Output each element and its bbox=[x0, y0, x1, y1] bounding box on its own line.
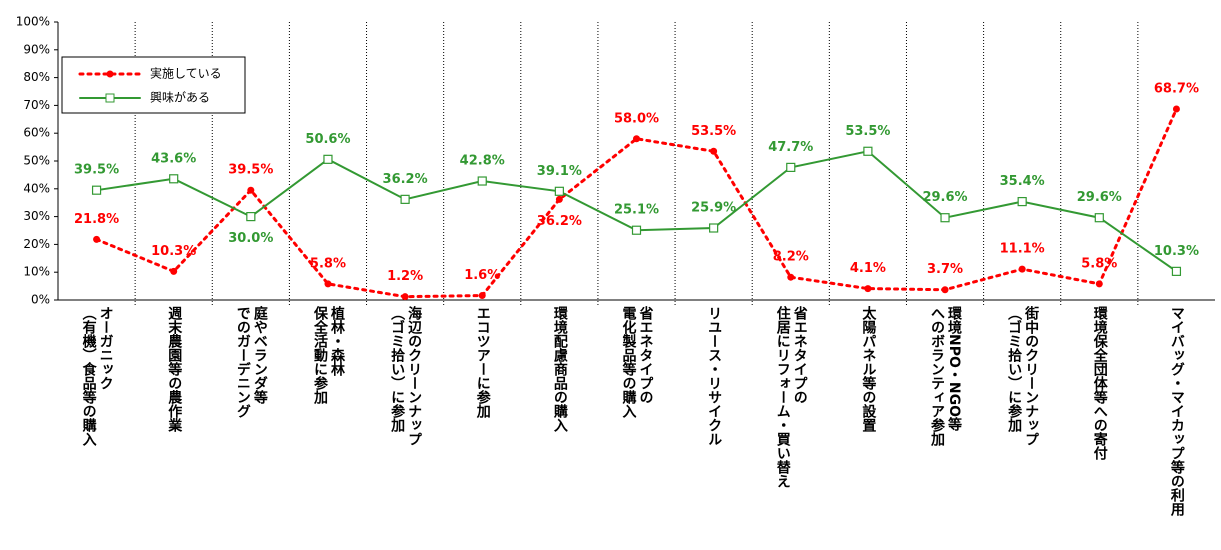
value-label: 35.4% bbox=[1000, 174, 1045, 189]
y-tick-label: 100% bbox=[16, 15, 50, 29]
legend-marker bbox=[106, 70, 114, 78]
value-label: 47.7% bbox=[768, 140, 813, 155]
value-label: 39.1% bbox=[537, 164, 582, 179]
value-label: 50.6% bbox=[305, 132, 350, 147]
legend-label: 興味がある bbox=[150, 90, 210, 105]
marker bbox=[478, 292, 486, 300]
marker bbox=[169, 174, 179, 184]
marker bbox=[477, 176, 487, 186]
marker bbox=[787, 273, 795, 281]
value-label: 36.2% bbox=[537, 214, 582, 229]
marker bbox=[940, 213, 950, 223]
x-tick-label: 省エネタイプの 住居にリフォーム・買い替え bbox=[774, 306, 808, 488]
marker bbox=[1018, 265, 1026, 273]
marker bbox=[324, 280, 332, 288]
marker bbox=[401, 293, 409, 301]
x-tick-label: エコツアーに参加 bbox=[474, 306, 491, 418]
marker bbox=[554, 186, 564, 196]
x-tick-label: 環境配慮商品の購入 bbox=[551, 306, 568, 432]
value-label: 1.2% bbox=[387, 269, 423, 284]
marker bbox=[633, 135, 640, 143]
legend-label: 実施している bbox=[150, 66, 222, 81]
value-label: 11.1% bbox=[1000, 242, 1045, 257]
x-tick-label: オーガニック （有機）食品等の購入 bbox=[80, 306, 114, 446]
value-label: 8.2% bbox=[773, 250, 809, 265]
value-label: 10.3% bbox=[1154, 244, 1199, 259]
y-tick-label: 40% bbox=[23, 181, 50, 195]
marker bbox=[555, 195, 563, 203]
marker bbox=[323, 154, 333, 164]
x-tick-label: 植林・森林 保全活動に参加 bbox=[311, 306, 345, 404]
value-label: 29.6% bbox=[1077, 190, 1122, 205]
marker bbox=[710, 147, 718, 155]
marker bbox=[1172, 105, 1180, 113]
y-tick-label: 60% bbox=[23, 126, 50, 140]
value-label: 4.1% bbox=[850, 261, 886, 276]
value-label: 25.1% bbox=[614, 203, 659, 218]
value-label: 1.6% bbox=[464, 268, 500, 283]
legend-box bbox=[61, 56, 246, 114]
value-label: 21.8% bbox=[74, 212, 119, 227]
marker bbox=[170, 267, 178, 275]
y-tick-label: 70% bbox=[23, 98, 50, 112]
x-tick-label: 太陽パネル等の設置 bbox=[860, 306, 877, 432]
marker bbox=[786, 162, 796, 172]
y-tick-label: 30% bbox=[23, 209, 50, 223]
marker bbox=[247, 186, 255, 194]
y-tick-label: 50% bbox=[23, 154, 50, 168]
value-label: 29.6% bbox=[922, 190, 967, 205]
value-label: 53.5% bbox=[691, 124, 736, 139]
marker bbox=[1094, 213, 1104, 223]
value-label: 53.5% bbox=[845, 124, 890, 139]
value-label: 68.7% bbox=[1154, 82, 1199, 97]
y-tick-label: 90% bbox=[23, 42, 50, 56]
legend-marker bbox=[105, 93, 115, 103]
marker bbox=[631, 225, 642, 235]
marker bbox=[1171, 266, 1182, 276]
marker bbox=[863, 146, 873, 156]
value-label: 43.6% bbox=[151, 151, 196, 166]
x-tick-label: リユース・リサイクル bbox=[706, 306, 723, 446]
value-label: 42.8% bbox=[460, 154, 505, 169]
value-label: 30.0% bbox=[228, 231, 273, 246]
marker bbox=[400, 194, 410, 204]
marker bbox=[709, 223, 719, 233]
value-label: 5.8% bbox=[1081, 256, 1117, 271]
y-tick-label: 80% bbox=[23, 70, 50, 84]
x-tick-label: 環境保全団体等への寄付 bbox=[1091, 306, 1108, 460]
value-label: 10.3% bbox=[151, 244, 196, 259]
value-label: 3.7% bbox=[927, 262, 963, 277]
value-label: 36.2% bbox=[383, 172, 428, 187]
value-label: 39.5% bbox=[228, 163, 273, 178]
y-tick-label: 20% bbox=[23, 237, 50, 251]
marker bbox=[246, 212, 256, 222]
x-tick-label: 街中のクリーンナップ （ゴミ拾い）に参加 bbox=[1006, 306, 1040, 446]
x-tick-label: 省エネタイプの 電化製品等の購入 bbox=[620, 306, 654, 418]
marker bbox=[1095, 280, 1103, 288]
value-label: 58.0% bbox=[614, 111, 659, 126]
value-label: 25.9% bbox=[691, 200, 736, 215]
marker bbox=[91, 185, 102, 195]
value-label: 39.5% bbox=[74, 163, 119, 178]
marker bbox=[864, 285, 872, 293]
marker bbox=[1017, 196, 1027, 207]
x-tick-label: 環境NPO・NGO等 へのボランティア参加 bbox=[929, 306, 963, 446]
x-tick-label: マイバッグ・マイカップ等の利用 bbox=[1168, 306, 1185, 516]
x-tick-label: 週末農園等の農作業 bbox=[166, 306, 183, 432]
marker bbox=[93, 235, 101, 243]
marker bbox=[941, 286, 949, 294]
y-tick-label: 10% bbox=[23, 265, 50, 279]
series-line bbox=[95, 107, 1178, 299]
x-tick-label: 海辺のクリーンナップ （ゴミ拾い）に参加 bbox=[389, 306, 423, 446]
x-tick-label: 庭やベランダ等 でのガーデニング bbox=[234, 306, 268, 418]
value-label: 5.8% bbox=[310, 256, 346, 271]
y-tick-label: 0% bbox=[31, 293, 50, 307]
